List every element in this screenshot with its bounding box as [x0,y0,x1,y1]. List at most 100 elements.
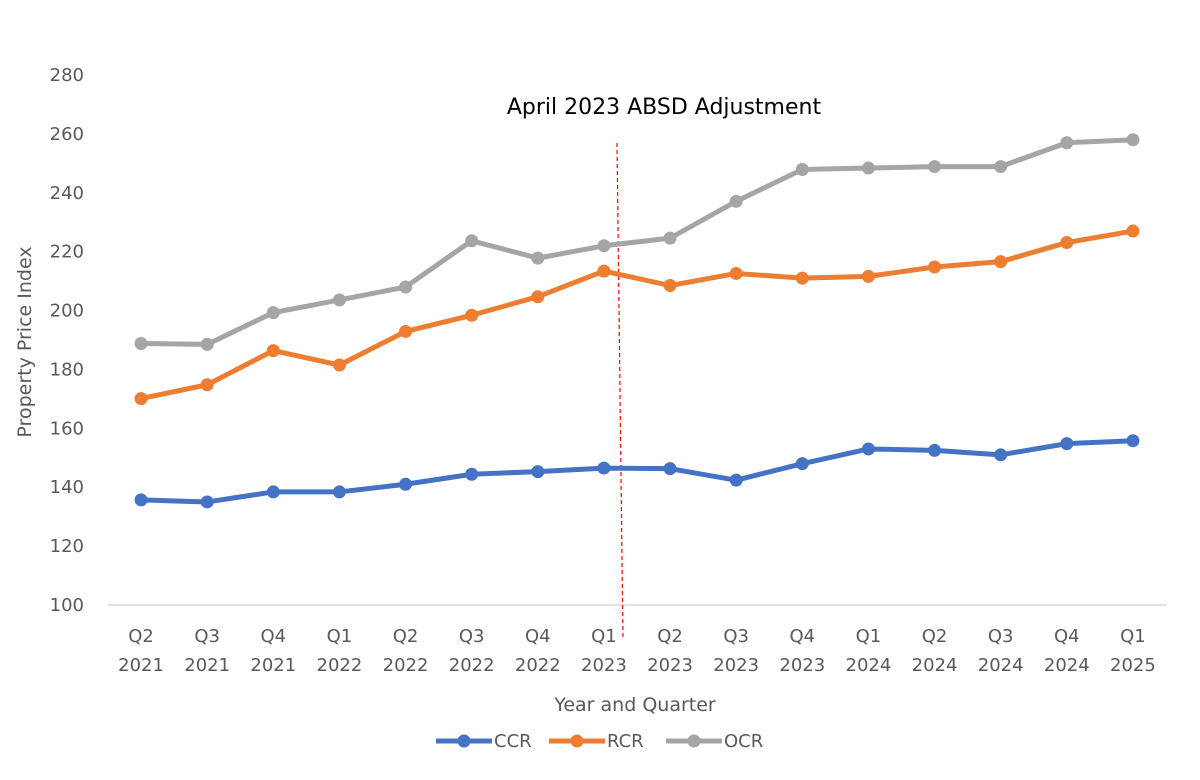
data-point-ccr [1060,437,1074,451]
x-tick-label-year: 2024 [1044,655,1090,676]
data-point-rcr [266,344,280,358]
data-point-rcr [861,269,875,283]
data-point-ocr [332,293,346,307]
y-axis-ticks: 100 120 140 160 180 200 220 240 260 280 [50,65,84,616]
data-point-ccr [399,477,413,491]
data-point-ccr [994,448,1008,462]
data-point-ccr [861,442,875,456]
data-point-ocr [663,231,677,245]
x-tick-label-quarter: Q3 [459,626,485,647]
legend-item-ccr: CCR [436,731,532,752]
x-tick-label-year: 2023 [581,655,627,676]
data-point-ocr [134,337,148,351]
x-tick-label-quarter: Q3 [194,626,220,647]
x-tick-label-quarter: Q4 [790,626,816,647]
x-tick-label-quarter: Q2 [657,626,683,647]
series-layer [134,133,1140,509]
legend-swatch-marker [570,734,584,748]
y-tick-label: 140 [50,477,84,498]
series-ccr [134,434,1140,509]
x-tick-label-year: 2022 [317,655,363,676]
x-tick-label-year: 2023 [713,655,759,676]
x-tick-label-quarter: Q1 [591,626,617,647]
data-point-ocr [531,251,545,265]
data-point-ocr [1060,136,1074,150]
data-point-ccr [134,493,148,507]
series-line-ccr [138,438,1136,505]
data-point-ocr [729,194,743,208]
x-tick-label-quarter: Q3 [988,626,1014,647]
data-point-rcr [134,392,148,406]
series-rcr [134,224,1140,406]
series-ocr [134,133,1140,351]
data-point-rcr [597,264,611,278]
x-tick-label-quarter: Q3 [723,626,749,647]
data-point-rcr [1060,236,1074,250]
x-tick-label-year: 2021 [250,655,296,676]
data-point-ocr [200,337,214,351]
x-tick-label-year: 2022 [515,655,561,676]
x-axis-title: Year and Quarter [553,694,716,716]
x-tick-label-year: 2025 [1110,655,1156,676]
data-point-ccr [729,473,743,487]
x-tick-label-quarter: Q4 [261,626,287,647]
x-tick-label-year: 2021 [184,655,230,676]
data-point-ocr [994,160,1008,174]
x-tick-label-year: 2023 [647,655,693,676]
x-tick-label-quarter: Q1 [856,626,882,647]
legend-item-rcr: RCR [549,731,644,752]
series-line-rcr [138,228,1136,402]
data-point-rcr [663,279,677,293]
data-point-rcr [1126,224,1140,238]
x-axis-ticks: Q2 2021 Q3 2021 Q4 2021 Q1 2022 Q2 2022 Q3 2022 Q4 20… [118,626,1156,676]
y-tick-label: 220 [50,242,84,263]
x-tick-label-year: 2024 [912,655,958,676]
data-point-ccr [663,462,677,476]
series-line-ocr [138,137,1136,347]
y-axis-title: Property Price Index [14,246,36,437]
data-point-ocr [928,160,942,174]
data-point-ccr [597,461,611,475]
data-point-ocr [795,163,809,177]
data-point-ccr [465,467,479,481]
x-tick-label-year: 2023 [779,655,825,676]
x-tick-label-year: 2021 [118,655,164,676]
data-point-rcr [399,324,413,338]
legend-label: CCR [494,731,532,752]
legend-label: OCR [724,731,763,752]
data-point-ccr [1126,434,1140,448]
x-tick-label-year: 2022 [383,655,429,676]
x-tick-label-year: 2024 [978,655,1024,676]
x-tick-label-year: 2022 [449,655,495,676]
data-point-rcr [729,266,743,280]
data-point-rcr [465,308,479,322]
data-point-ccr [928,443,942,457]
x-tick-label-quarter: Q2 [922,626,948,647]
data-point-ocr [465,234,479,248]
legend-label: RCR [607,731,644,752]
x-tick-label-quarter: Q1 [1120,626,1146,647]
data-point-ocr [399,280,413,294]
x-tick-label-quarter: Q1 [327,626,353,647]
annotation-text: April 2023 ABSD Adjustment [507,95,822,120]
legend-swatch-marker [457,734,471,748]
data-point-ocr [597,239,611,253]
data-point-ocr [861,161,875,175]
data-point-ccr [531,465,545,479]
y-tick-label: 160 [50,418,84,439]
data-point-ccr [200,495,214,509]
data-point-rcr [928,260,942,274]
y-tick-label: 180 [50,359,84,380]
data-point-ccr [795,457,809,471]
data-point-ccr [266,485,280,499]
x-tick-label-quarter: Q4 [1054,626,1080,647]
y-tick-label: 280 [50,65,84,86]
legend: CCR RCR OCR [436,731,763,752]
data-point-rcr [994,255,1008,269]
annotation-line [616,142,624,641]
x-tick-label-quarter: Q4 [525,626,551,647]
x-tick-label-quarter: Q2 [393,626,419,647]
data-point-rcr [795,271,809,285]
